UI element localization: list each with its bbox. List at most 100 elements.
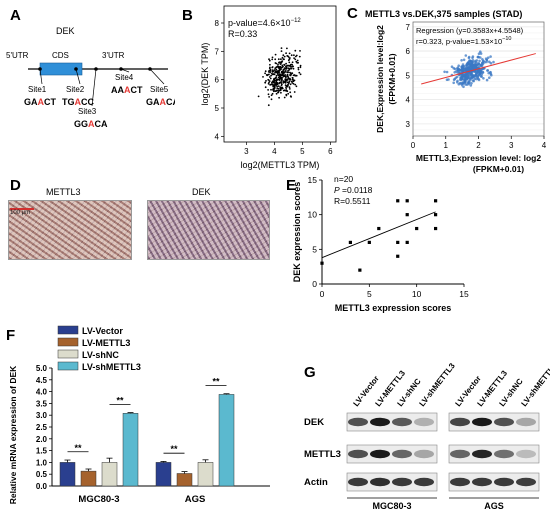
scatter-point <box>468 81 471 85</box>
scatter-point <box>481 62 485 66</box>
scatter-point <box>277 78 280 81</box>
scatter-point <box>279 67 281 70</box>
legend-swatch <box>57 325 79 335</box>
panel-d: D METTL3 DEK <box>10 177 211 197</box>
scatter-point <box>294 83 297 86</box>
scatter-point <box>264 81 267 84</box>
y-tick-label: 3 <box>406 120 411 129</box>
scatter-point <box>477 65 481 69</box>
scatter-point <box>284 65 287 68</box>
scatter-point <box>275 76 277 79</box>
y-tick-label: 5 <box>406 71 411 80</box>
y-tick-label: 0.5 <box>36 470 48 479</box>
scatter-point <box>276 89 278 92</box>
scale-label: 100 μm <box>10 210 31 216</box>
blot-band <box>392 449 412 459</box>
scatter-point <box>472 67 476 70</box>
blot-band <box>370 477 390 487</box>
scatter-point <box>290 63 293 66</box>
scatter-point <box>297 68 300 71</box>
scatter-point <box>275 66 278 68</box>
bar <box>80 470 97 487</box>
scatter-point <box>275 70 277 73</box>
scatter-point <box>434 199 438 203</box>
scatter-point <box>292 78 294 81</box>
scatter-point <box>415 226 419 231</box>
sig-label: ** <box>212 376 220 386</box>
scatter-point <box>280 82 283 84</box>
blot-band <box>516 477 536 487</box>
scatter-point <box>285 94 288 97</box>
protein-label: METTL3 <box>304 449 341 460</box>
scatter-point <box>465 77 468 81</box>
y-tick-label: 4 <box>406 96 411 105</box>
scatter-point <box>282 75 285 78</box>
bar <box>155 462 172 487</box>
pvalue-label: p-value=4.6×10−12 <box>228 18 301 28</box>
scatter-point <box>288 61 291 64</box>
scatter-point <box>283 67 286 69</box>
panel-g: G DEKMETTL3ActinLV-VectorLV-METTL3LV-shN… <box>304 361 550 511</box>
scatter-point <box>434 226 438 231</box>
scatter-point <box>296 59 299 62</box>
scatter-point <box>299 73 302 76</box>
scatter-point <box>268 80 271 82</box>
scatter-point <box>479 52 483 55</box>
scatter-point <box>367 240 371 244</box>
scatter-point <box>289 91 292 94</box>
scatter-point <box>460 66 464 70</box>
p-label: P =0.0118 <box>334 185 373 195</box>
scatter-point <box>460 78 463 82</box>
scatter-point <box>277 76 280 79</box>
bar <box>176 473 193 487</box>
scatter-point <box>271 73 274 76</box>
scatter-point <box>270 88 272 91</box>
scatter-point <box>275 92 278 95</box>
protein-label: DEK <box>304 417 324 428</box>
site-motif: AAACT <box>111 85 143 95</box>
blot-band <box>516 449 536 459</box>
site-connector <box>149 68 165 85</box>
scatter-point <box>289 72 292 75</box>
y-tick-label: 5.0 <box>36 364 48 373</box>
scatter-point <box>270 94 273 97</box>
scatter-point <box>470 82 473 85</box>
protein-label: Actin <box>304 477 328 488</box>
scatter-point <box>285 88 288 90</box>
scatter-point <box>396 254 400 258</box>
lane-label: LV-shMETTL3 <box>519 361 550 408</box>
panel-e-letter: E <box>286 177 296 194</box>
scatter-point <box>294 74 297 77</box>
scatter-point <box>291 61 294 64</box>
scatter-point <box>262 76 264 78</box>
bar <box>218 394 235 487</box>
scatter-point <box>469 84 473 87</box>
legend-swatch <box>57 349 79 359</box>
scatter-point <box>268 96 270 98</box>
scatter-point <box>293 54 295 57</box>
fit-line <box>321 211 436 259</box>
panel-c-title: METTL3 vs.DEK,375 samples (STAD) <box>365 9 522 19</box>
scatter-point <box>289 65 291 68</box>
scatter-point <box>396 199 400 203</box>
scatter-point <box>273 86 276 88</box>
scatter-point <box>482 77 485 80</box>
scatter-point <box>286 81 289 84</box>
scatter-point <box>479 56 482 59</box>
y-tick-label: 7 <box>406 23 411 32</box>
y-tick-label: 2.0 <box>36 435 48 444</box>
scatter-point <box>465 73 469 76</box>
ihc-label-dek: DEK <box>192 187 211 197</box>
y-tick-label: 6 <box>215 76 220 85</box>
scatter-point <box>461 81 465 84</box>
site-motif: GAACA <box>146 97 175 107</box>
scatter-point <box>268 81 270 84</box>
y-tick-label: 0.0 <box>36 482 48 491</box>
scatter-point <box>295 85 298 88</box>
scatter-point <box>271 56 274 59</box>
y-tick-label: 0 <box>312 279 317 289</box>
blot-band <box>472 417 492 427</box>
scatter-point <box>268 59 271 62</box>
x-tick-label: 1 <box>444 141 449 150</box>
